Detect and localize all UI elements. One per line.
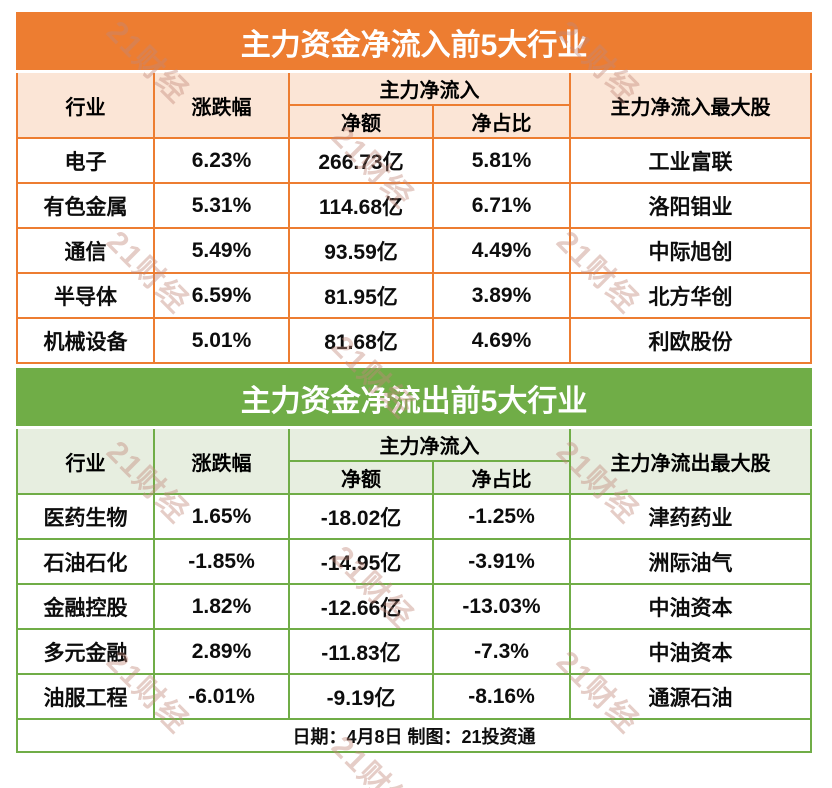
inflow-header-industry: 行业 [16,70,155,139]
net-amount-cell: 114.68亿 [288,182,434,229]
table-row: 有色金属 5.31% 114.68亿 6.71% 洛阳钼业 [16,182,813,229]
inflow-header-ratio: 净占比 [432,104,571,139]
change-cell: -6.01% [153,673,290,720]
table-row: 油服工程 -6.01% -9.19亿 -8.16% 通源石油 [16,673,813,720]
industry-cell: 多元金融 [16,628,155,675]
top-stock-cell: 洛阳钼业 [568,182,813,229]
change-cell: -1.85% [153,538,290,585]
outflow-header-net: 净额 [288,460,434,495]
industry-cell: 油服工程 [16,673,155,720]
table-row: 石油石化 -1.85% -14.95亿 -3.91% 洲际油气 [16,538,813,585]
table-row: 通信 5.49% 93.59亿 4.49% 中际旭创 [16,227,813,274]
inflow-header-top-stock: 主力净流入最大股 [568,70,813,139]
change-cell: 6.23% [153,137,290,184]
inflow-header-row-1: 行业 涨跌幅 主力净流入 主力净流入最大股 [16,70,813,139]
industry-cell: 金融控股 [16,583,155,630]
net-ratio-cell: 6.71% [432,182,571,229]
change-cell: 1.65% [153,493,290,540]
net-ratio-cell: 3.89% [432,272,571,319]
net-ratio-cell: 5.81% [432,137,571,184]
net-ratio-cell: -13.03% [432,583,571,630]
net-amount-cell: -9.19亿 [288,673,434,720]
top-stock-cell: 工业富联 [568,137,813,184]
table-row: 医药生物 1.65% -18.02亿 -1.25% 津药药业 [16,493,813,540]
top-stock-cell: 洲际油气 [568,538,813,585]
table-row: 半导体 6.59% 81.95亿 3.89% 北方华创 [16,272,813,319]
outflow-title-row: 主力资金净流出前5大行业 [15,368,813,429]
net-amount-cell: 81.95亿 [288,272,434,319]
top-stock-cell: 中际旭创 [568,227,813,274]
outflow-table: 主力资金净流出前5大行业 行业 涨跌幅 主力净流入 主力净流出最大股 净额 净占… [15,368,813,753]
industry-cell: 电子 [16,137,155,184]
top-stock-cell: 通源石油 [568,673,813,720]
industry-cell: 半导体 [16,272,155,319]
outflow-header-group: 主力净流入 [288,426,571,462]
top-stock-cell: 津药药业 [568,493,813,540]
footer-row: 日期：4月8日 制图：21投资通 [15,718,813,753]
industry-cell: 机械设备 [16,317,155,364]
change-cell: 1.82% [153,583,290,630]
net-ratio-cell: 4.49% [432,227,571,274]
outflow-header-change: 涨跌幅 [153,426,290,495]
outflow-header-row-2: 净额 净占比 [17,460,811,495]
net-amount-cell: -11.83亿 [288,628,434,675]
industry-cell: 石油石化 [16,538,155,585]
net-amount-cell: 93.59亿 [288,227,434,274]
outflow-header-industry: 行业 [16,426,155,495]
change-cell: 5.01% [153,317,290,364]
top-stock-cell: 北方华创 [568,272,813,319]
industry-cell: 通信 [16,227,155,274]
net-amount-cell: 81.68亿 [288,317,434,364]
table-row: 金融控股 1.82% -12.66亿 -13.03% 中油资本 [16,583,813,630]
net-ratio-cell: -3.91% [432,538,571,585]
net-amount-cell: -12.66亿 [288,583,434,630]
net-amount-cell: -18.02亿 [288,493,434,540]
inflow-table-title: 主力资金净流入前5大行业 [15,12,813,73]
inflow-header-change: 涨跌幅 [153,70,290,139]
footer-note: 日期：4月8日 制图：21投资通 [15,718,813,753]
table-row: 机械设备 5.01% 81.68亿 4.69% 利欧股份 [16,317,813,364]
net-ratio-cell: -1.25% [432,493,571,540]
outflow-header-row-1: 行业 涨跌幅 主力净流入 主力净流出最大股 [16,426,813,495]
inflow-header-net: 净额 [288,104,434,139]
industry-cell: 有色金属 [16,182,155,229]
net-amount-cell: -14.95亿 [288,538,434,585]
net-amount-cell: 266.73亿 [288,137,434,184]
top-stock-cell: 利欧股份 [568,317,813,364]
change-cell: 5.31% [153,182,290,229]
inflow-header-row-2: 净额 净占比 [17,104,811,139]
net-ratio-cell: 4.69% [432,317,571,364]
inflow-table: 主力资金净流入前5大行业 行业 涨跌幅 主力净流入 主力净流入最大股 净额 净占… [15,12,813,364]
top-stock-cell: 中油资本 [568,628,813,675]
net-ratio-cell: -8.16% [432,673,571,720]
inflow-header-group: 主力净流入 [288,70,571,106]
change-cell: 2.89% [153,628,290,675]
net-ratio-cell: -7.3% [432,628,571,675]
change-cell: 6.59% [153,272,290,319]
outflow-header-ratio: 净占比 [432,460,571,495]
table-row: 多元金融 2.89% -11.83亿 -7.3% 中油资本 [16,628,813,675]
change-cell: 5.49% [153,227,290,274]
industry-cell: 医药生物 [16,493,155,540]
top-stock-cell: 中油资本 [568,583,813,630]
table-row: 电子 6.23% 266.73亿 5.81% 工业富联 [16,137,813,184]
outflow-header-top-stock: 主力净流出最大股 [568,426,813,495]
outflow-table-title: 主力资金净流出前5大行业 [15,368,813,429]
inflow-title-row: 主力资金净流入前5大行业 [15,12,813,73]
